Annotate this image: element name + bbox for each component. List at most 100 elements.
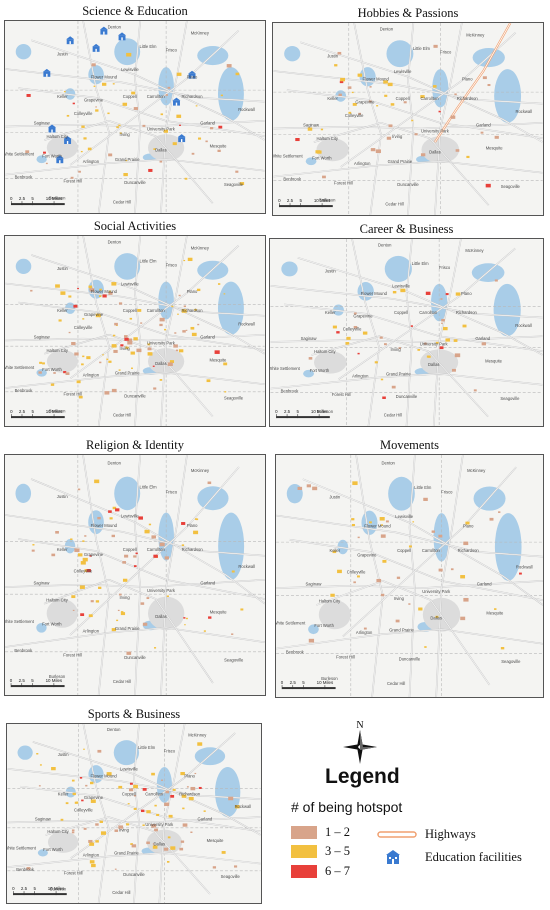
map-svg: Denton McKinney Little Elm Frisco Lewisville…	[5, 455, 265, 695]
map-svg: Denton McKinney Little Elm Frisco Lewisville…	[5, 21, 265, 213]
hotspot-cell	[95, 106, 97, 108]
hotspot-cell	[151, 772, 155, 776]
scale-label: 5	[33, 886, 36, 891]
city-label: White Settlement	[273, 153, 303, 158]
road	[353, 23, 382, 215]
hotspot-cell	[106, 358, 109, 360]
city-label: Flower Mound	[361, 291, 388, 296]
city-label: Grapevine	[357, 553, 377, 558]
lake	[114, 38, 141, 66]
hotspot-cell	[165, 94, 168, 96]
city-label: Lewisville	[394, 69, 412, 74]
hotspot-cell	[76, 801, 79, 804]
city-label: McKinney	[188, 733, 207, 738]
hotspot-cell	[112, 334, 116, 337]
legend-subtitle: # of being hotspot	[291, 799, 403, 815]
hotspot-cell	[68, 295, 72, 298]
hotspot-cell	[156, 813, 160, 817]
hotspot-cell	[39, 764, 42, 766]
hotspot-cell	[108, 291, 113, 295]
hotspot-cell	[88, 839, 93, 843]
city-label: Garland	[200, 581, 215, 586]
hotspot-cell	[454, 353, 461, 358]
hotspot-cell	[198, 786, 202, 789]
scale-label: 0	[275, 409, 278, 414]
city-label: Justin	[57, 52, 69, 57]
hotspot-cell	[438, 534, 443, 538]
hotspot-cell	[90, 600, 94, 603]
hotspot-cell	[386, 136, 392, 140]
hotspot-cell	[382, 396, 386, 400]
hotspot-cell	[123, 173, 128, 177]
road-center	[5, 283, 265, 317]
lake	[337, 539, 349, 555]
city-label: Saginaw	[305, 582, 322, 587]
panel-title: Hobbies & Passions	[357, 6, 459, 20]
scale-label: 2.5	[19, 196, 26, 201]
hotspot-cell	[68, 331, 71, 334]
city-label: Keller	[57, 547, 68, 552]
city-label: Colleyville	[343, 327, 362, 332]
hotspot-cell	[445, 338, 450, 342]
hotspot-cell	[180, 771, 185, 776]
road-center	[435, 455, 464, 697]
road-center	[300, 41, 543, 143]
education-facility-icon	[55, 155, 64, 164]
lake	[217, 67, 244, 121]
hotspot-cell	[140, 602, 145, 605]
city-label: Coppell	[122, 792, 136, 797]
hotspot-cell	[231, 570, 235, 573]
road	[355, 455, 384, 697]
city-label: Frisco	[441, 490, 453, 495]
hotspot-cell	[207, 481, 212, 485]
hotspot-cell	[306, 484, 311, 488]
scale-label: 2.5	[19, 409, 26, 414]
hotspot-cell	[184, 177, 188, 180]
road-center	[270, 335, 543, 343]
hotspot-cell	[30, 289, 33, 292]
city-label: Benbrook	[16, 867, 35, 872]
hotspot-cell	[494, 135, 499, 139]
hotspot-cell	[481, 342, 487, 346]
city-label: Keller	[57, 94, 68, 99]
hotspot-cell	[120, 611, 124, 613]
hotspot-cell	[433, 44, 438, 48]
city-label: Denton	[108, 240, 122, 245]
hotspot-cell	[39, 361, 43, 364]
urban-area-fort-worth	[316, 138, 349, 162]
hotspot-cell	[26, 94, 31, 97]
legend-label-6-7: 6 – 7	[325, 864, 350, 878]
hotspot-cell	[71, 779, 75, 782]
lake	[15, 258, 32, 274]
road-center	[302, 478, 543, 606]
hotspot-cell	[58, 319, 62, 322]
city-label: Garland	[200, 121, 215, 126]
city-label: Fort Worth	[314, 623, 334, 628]
panel-title: Sports & Business	[87, 707, 181, 721]
hotspot-cell	[72, 609, 75, 611]
city-label: Fort Worth	[312, 155, 332, 160]
hotspot-cell	[179, 847, 184, 851]
road-center	[82, 21, 110, 213]
hotspot-cell	[108, 360, 112, 363]
city-label: Coppell	[123, 94, 137, 99]
hotspot-cell	[357, 536, 360, 539]
hotspot-cell	[431, 530, 435, 533]
hotspot-cell	[133, 784, 138, 789]
hotspot-cell	[353, 581, 356, 584]
hotspot-cell	[126, 52, 132, 57]
hotspot-cell	[108, 510, 112, 513]
hotspot-cell	[190, 831, 193, 833]
city-label: White Settlement	[5, 365, 35, 370]
hotspot-cell	[176, 114, 182, 118]
hotspot-cell	[411, 119, 414, 122]
hotspot-cell	[43, 151, 46, 154]
hotspot-cell	[118, 825, 124, 829]
scale-label: 5	[297, 409, 300, 414]
urban-area-fort-worth	[318, 600, 351, 630]
hotspot-cell	[450, 115, 456, 119]
city-label: Lewisville	[121, 67, 139, 72]
hotspot-cell	[357, 352, 360, 355]
hotspot-cell	[182, 807, 185, 810]
city-label: Frisco	[166, 262, 178, 267]
